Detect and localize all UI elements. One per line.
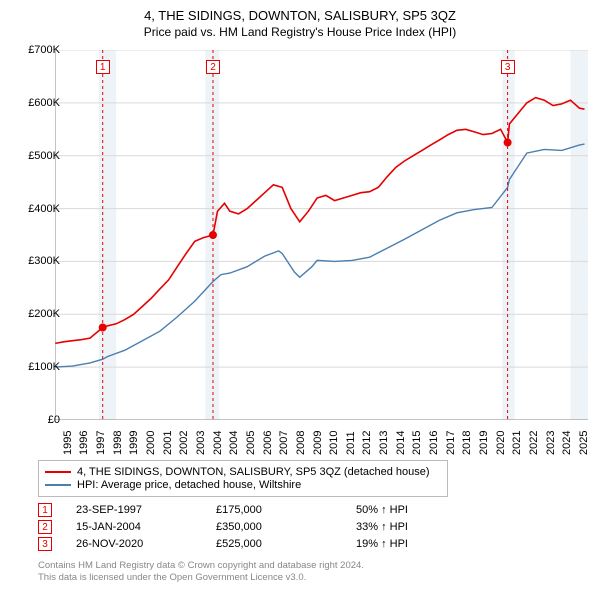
x-tick-label: 2005 [245,431,257,455]
footer-line1: Contains HM Land Registry data © Crown c… [38,560,364,572]
y-tick-label: £700K [28,44,60,56]
x-tick-label: 1996 [78,431,90,455]
x-tick-label: 2022 [528,431,540,455]
footer: Contains HM Land Registry data © Crown c… [38,560,364,584]
x-tick-label: 2004 [228,431,240,455]
x-tick-label: 1998 [112,431,124,455]
x-tick-label: 2021 [511,431,523,455]
legend-label: HPI: Average price, detached house, Wilt… [77,479,301,491]
legend-swatch [45,471,71,473]
x-tick-label: 1999 [128,431,140,455]
x-tick-label: 2013 [378,431,390,455]
x-tick-label: 2025 [578,431,590,455]
sale-marker-box: 3 [501,60,515,74]
y-tick-label: £600K [28,97,60,109]
x-tick-label: 2003 [195,431,207,455]
y-tick-label: £0 [48,414,60,426]
x-tick-label: 2015 [411,431,423,455]
sale-row: 3 26-NOV-2020£525,00019% ↑ HPI [38,537,408,551]
legend-item: HPI: Average price, detached house, Wilt… [45,479,441,491]
sale-marker-number: 3 [38,537,52,551]
x-tick-label: 1997 [95,431,107,455]
x-tick-label: 2017 [445,431,457,455]
sale-price: £525,000 [216,538,356,550]
x-tick-label: 2008 [295,431,307,455]
sale-date: 23-SEP-1997 [76,504,216,516]
chart-container: { "title": { "main": "4, THE SIDINGS, DO… [0,0,600,590]
y-tick-label: £200K [28,308,60,320]
x-tick-label: 2006 [262,431,274,455]
sale-pct: 19% ↑ HPI [356,538,408,550]
x-tick-label: 2002 [178,431,190,455]
x-tick-label: 2011 [345,431,357,455]
legend: 4, THE SIDINGS, DOWNTON, SALISBURY, SP5 … [38,460,448,497]
title-block: 4, THE SIDINGS, DOWNTON, SALISBURY, SP5 … [0,0,600,39]
sale-price: £175,000 [216,504,356,516]
chart-area [55,50,588,420]
sale-row: 2 15-JAN-2004£350,00033% ↑ HPI [38,520,408,534]
sale-date: 15-JAN-2004 [76,521,216,533]
x-tick-label: 2001 [162,431,174,455]
x-tick-label: 1995 [62,431,74,455]
sale-pct: 33% ↑ HPI [356,521,408,533]
x-tick-label: 2014 [395,431,407,455]
x-tick-label: 2018 [461,431,473,455]
sale-price: £350,000 [216,521,356,533]
y-tick-label: £400K [28,203,60,215]
x-tick-label: 2004 [212,431,224,455]
y-tick-label: £300K [28,255,60,267]
line-chart-svg [55,50,588,420]
x-tick-label: 2024 [561,431,573,455]
sale-row: 1 23-SEP-1997£175,00050% ↑ HPI [38,503,408,517]
title-sub: Price paid vs. HM Land Registry's House … [0,25,600,39]
x-tick-label: 2016 [428,431,440,455]
y-tick-label: £500K [28,150,60,162]
x-tick-label: 2020 [495,431,507,455]
legend-item: 4, THE SIDINGS, DOWNTON, SALISBURY, SP5 … [45,466,441,478]
footer-line2: This data is licensed under the Open Gov… [38,572,364,584]
x-tick-label: 2009 [312,431,324,455]
x-tick-label: 2007 [278,431,290,455]
sale-marker-box: 1 [96,60,110,74]
title-main: 4, THE SIDINGS, DOWNTON, SALISBURY, SP5 … [0,8,600,23]
x-tick-label: 2023 [545,431,557,455]
legend-swatch [45,484,71,486]
y-tick-label: £100K [28,361,60,373]
x-tick-label: 2019 [478,431,490,455]
x-tick-label: 2012 [361,431,373,455]
sale-marker-number: 2 [38,520,52,534]
sale-marker-number: 1 [38,503,52,517]
sales-table: 1 23-SEP-1997£175,00050% ↑ HPI 2 15-JAN-200… [38,500,408,554]
sale-date: 26-NOV-2020 [76,538,216,550]
x-tick-label: 2010 [328,431,340,455]
sale-marker-box: 2 [206,60,220,74]
sale-pct: 50% ↑ HPI [356,504,408,516]
legend-label: 4, THE SIDINGS, DOWNTON, SALISBURY, SP5 … [77,466,430,478]
x-tick-label: 2000 [145,431,157,455]
